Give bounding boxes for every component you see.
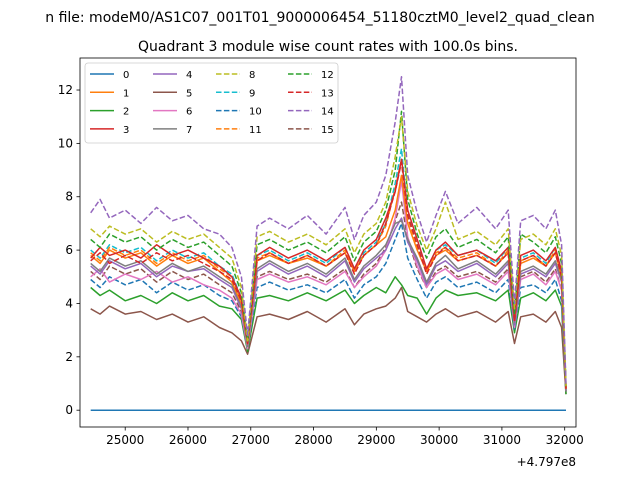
x-tick-label: 26000: [169, 433, 207, 447]
series-line-13: [90, 161, 567, 389]
legend-label-12: 12: [321, 70, 334, 81]
series-line-5: [90, 286, 567, 395]
legend-label-3: 3: [123, 125, 129, 136]
legend-label-1: 1: [123, 88, 129, 99]
legend-label-4: 4: [186, 70, 192, 81]
x-tick-label: 29000: [357, 433, 395, 447]
legend-label-15: 15: [321, 125, 334, 136]
x-tick-label: 25000: [106, 433, 144, 447]
figure-suptitle: n file: modeM0/AS1C07_001T01_9000006454_…: [45, 10, 594, 26]
y-tick-label: 4: [65, 296, 73, 310]
x-tick-label: 31000: [483, 433, 521, 447]
legend-label-2: 2: [123, 107, 129, 118]
legend-label-6: 6: [186, 107, 192, 118]
series-line-14: [90, 75, 567, 387]
series-line-12: [90, 110, 567, 387]
y-tick-label: 10: [58, 136, 73, 150]
x-tick-label: 32000: [546, 433, 584, 447]
chart-title: Quadrant 3 module wise count rates with …: [138, 39, 518, 55]
axes: 25000 26000 27000 28000 29000 30000 31000 32000…: [58, 57, 584, 447]
series-line-8: [90, 115, 567, 387]
legend-label-7: 7: [186, 125, 192, 136]
x-tick-label: 30000: [420, 433, 458, 447]
plot-lines: [90, 75, 567, 411]
y-tick-label: 2: [65, 350, 73, 364]
x-offset-label: +4.797e8: [517, 455, 576, 469]
x-tick-label: 27000: [232, 433, 270, 447]
y-tick-label: 8: [65, 190, 73, 204]
legend-box: [84, 62, 339, 144]
legend-label-9: 9: [249, 88, 255, 99]
legend-label-14: 14: [321, 107, 334, 118]
axes-frame: [79, 57, 577, 428]
legend-label-0: 0: [123, 70, 129, 81]
legend-label-11: 11: [249, 125, 262, 136]
y-tick-label: 6: [65, 243, 73, 257]
y-tick-label: 0: [65, 403, 73, 417]
series-line-2: [90, 276, 567, 395]
legend-label-5: 5: [186, 88, 192, 99]
y-tick-label: 12: [58, 83, 73, 97]
legend-label-8: 8: [249, 70, 255, 81]
legend-label-13: 13: [321, 88, 334, 99]
legend-label-10: 10: [249, 107, 262, 118]
x-tick-label: 28000: [294, 433, 332, 447]
